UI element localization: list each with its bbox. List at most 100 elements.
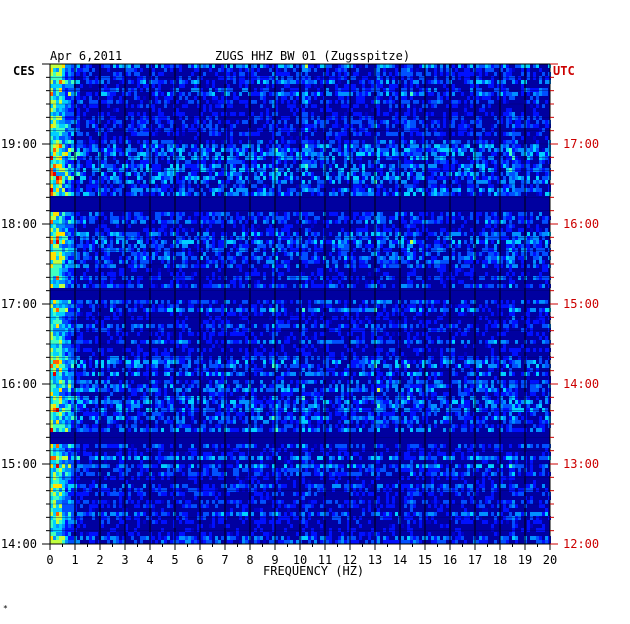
spectrogram-cell xyxy=(161,156,164,160)
spectrogram-cell xyxy=(50,104,53,108)
spectrogram-cell xyxy=(293,80,296,84)
spectrogram-cell xyxy=(125,92,128,96)
spectrogram-cell xyxy=(344,160,347,164)
spectrogram-cell xyxy=(272,272,275,276)
spectrogram-cell xyxy=(62,252,65,256)
spectrogram-cell xyxy=(122,64,125,68)
spectrogram-cell xyxy=(530,228,533,232)
spectrogram-cell xyxy=(227,84,230,88)
spectrogram-cell xyxy=(338,240,341,244)
spectrogram-cell xyxy=(380,64,383,68)
spectrogram-cell xyxy=(56,236,59,240)
spectrogram-cell xyxy=(338,272,341,276)
spectrogram-cell xyxy=(131,252,134,256)
spectrogram-cell xyxy=(506,244,509,248)
spectrogram-cell xyxy=(320,124,323,128)
spectrogram-cell xyxy=(410,284,413,288)
spectrogram-cell xyxy=(272,132,275,136)
spectrogram-cell xyxy=(62,164,65,168)
spectrogram-cell xyxy=(200,160,203,164)
spectrogram-cell xyxy=(56,104,59,108)
spectrogram-cell xyxy=(71,272,74,276)
spectrogram-cell xyxy=(311,176,314,180)
spectrogram-cell xyxy=(491,160,494,164)
spectrogram-cell xyxy=(521,152,524,156)
spectrogram-cell xyxy=(80,236,83,240)
spectrogram-cell xyxy=(329,252,332,256)
spectrogram-cell xyxy=(536,176,539,180)
spectrogram-cell xyxy=(500,116,503,120)
spectrogram-cell xyxy=(542,120,545,124)
spectrogram-cell xyxy=(71,80,74,84)
spectrogram-cell xyxy=(95,268,98,272)
spectrogram-cell xyxy=(218,276,221,280)
spectrogram-cell xyxy=(377,76,380,80)
spectrogram-cell xyxy=(101,140,104,144)
spectrogram-cell xyxy=(410,220,413,224)
spectrogram-cell xyxy=(290,76,293,80)
spectrogram-cell xyxy=(347,256,350,260)
spectrogram-cell xyxy=(59,104,62,108)
spectrogram-cell xyxy=(335,212,338,216)
spectrogram-cell xyxy=(269,172,272,176)
spectrogram-cell xyxy=(371,80,374,84)
spectrogram-cell xyxy=(134,252,137,256)
spectrogram-cell xyxy=(101,180,104,184)
spectrogram-cell xyxy=(359,156,362,160)
spectrogram-cell xyxy=(272,164,275,168)
spectrogram-cell xyxy=(452,248,455,252)
spectrogram-cell xyxy=(239,140,242,144)
spectrogram-cell xyxy=(491,124,494,128)
spectrogram-cell xyxy=(461,280,464,284)
spectrogram-cell xyxy=(419,76,422,80)
spectrogram-cell xyxy=(209,88,212,92)
spectrogram-cell xyxy=(533,76,536,80)
spectrogram-cell xyxy=(278,132,281,136)
spectrogram-cell xyxy=(251,216,254,220)
spectrogram-cell xyxy=(194,264,197,268)
spectrogram-cell xyxy=(53,280,56,284)
spectrogram-cell xyxy=(488,260,491,264)
spectrogram-cell xyxy=(92,100,95,104)
spectrogram-cell xyxy=(275,156,278,160)
spectrogram-cell xyxy=(434,160,437,164)
spectrogram-cell xyxy=(491,92,494,96)
spectrogram-cell xyxy=(329,168,332,172)
spectrogram-cell xyxy=(185,176,188,180)
spectrogram-cell xyxy=(206,180,209,184)
spectrogram-cell xyxy=(95,76,98,80)
spectrogram-cell xyxy=(311,172,314,176)
spectrogram-cell xyxy=(197,212,200,216)
spectrogram-cell xyxy=(53,84,56,88)
spectrogram-cell xyxy=(59,164,62,168)
spectrogram-cell xyxy=(317,248,320,252)
spectrogram-cell xyxy=(170,164,173,168)
spectrogram-cell xyxy=(482,248,485,252)
spectrogram-cell xyxy=(164,172,167,176)
spectrogram-cell xyxy=(125,220,128,224)
spectrogram-cell xyxy=(341,240,344,244)
spectrogram-cell xyxy=(494,212,497,216)
spectrogram-cell xyxy=(476,152,479,156)
spectrogram-cell xyxy=(401,216,404,220)
spectrogram-cell xyxy=(332,160,335,164)
spectrogram-cell xyxy=(335,264,338,268)
spectrogram-cell xyxy=(509,112,512,116)
spectrogram-cell xyxy=(77,260,80,264)
spectrogram-cell xyxy=(230,256,233,260)
spectrogram-cell xyxy=(176,156,179,160)
spectrogram-cell xyxy=(281,128,284,132)
spectrogram-cell xyxy=(83,256,86,260)
spectrogram-cell xyxy=(530,148,533,152)
spectrogram-cell xyxy=(143,80,146,84)
spectrogram-cell xyxy=(392,144,395,148)
spectrogram-cell xyxy=(392,92,395,96)
spectrogram-cell xyxy=(278,148,281,152)
spectrogram-cell xyxy=(314,256,317,260)
spectrogram-cell xyxy=(203,252,206,256)
spectrogram-cell xyxy=(239,64,242,68)
spectrogram-cell xyxy=(260,180,263,184)
spectrogram-cell xyxy=(170,280,173,284)
spectrogram-cell xyxy=(287,268,290,272)
spectrogram-cell xyxy=(257,164,260,168)
